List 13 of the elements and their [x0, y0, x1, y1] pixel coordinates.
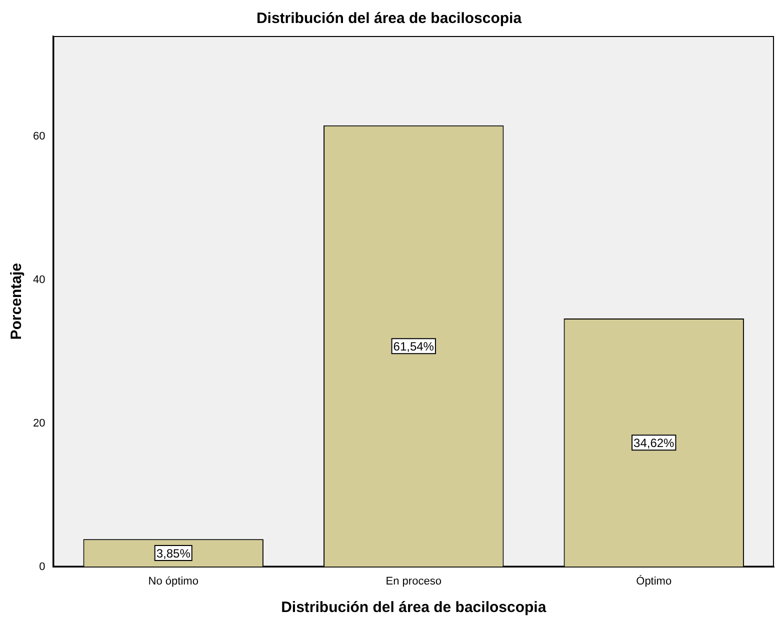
chart-title: Distribución del área de baciloscopia: [256, 10, 522, 28]
y-tick-label: 20: [32, 417, 46, 430]
x-tick-label: En proceso: [386, 575, 442, 588]
data-label: 34,62%: [634, 436, 675, 450]
data-label: 3,85%: [156, 546, 191, 560]
y-tick-label: 0: [39, 560, 46, 573]
x-tick-label: Óptimo: [636, 574, 672, 588]
y-axis-title: Porcentaje: [8, 263, 26, 340]
data-label: 61,54%: [393, 339, 434, 354]
x-tick-label: No óptimo: [148, 575, 198, 588]
y-tick-label: 60: [32, 130, 46, 142]
x-axis-title: Distribución del área de baciloscopia: [281, 599, 547, 616]
y-tick-label: 40: [32, 274, 46, 286]
